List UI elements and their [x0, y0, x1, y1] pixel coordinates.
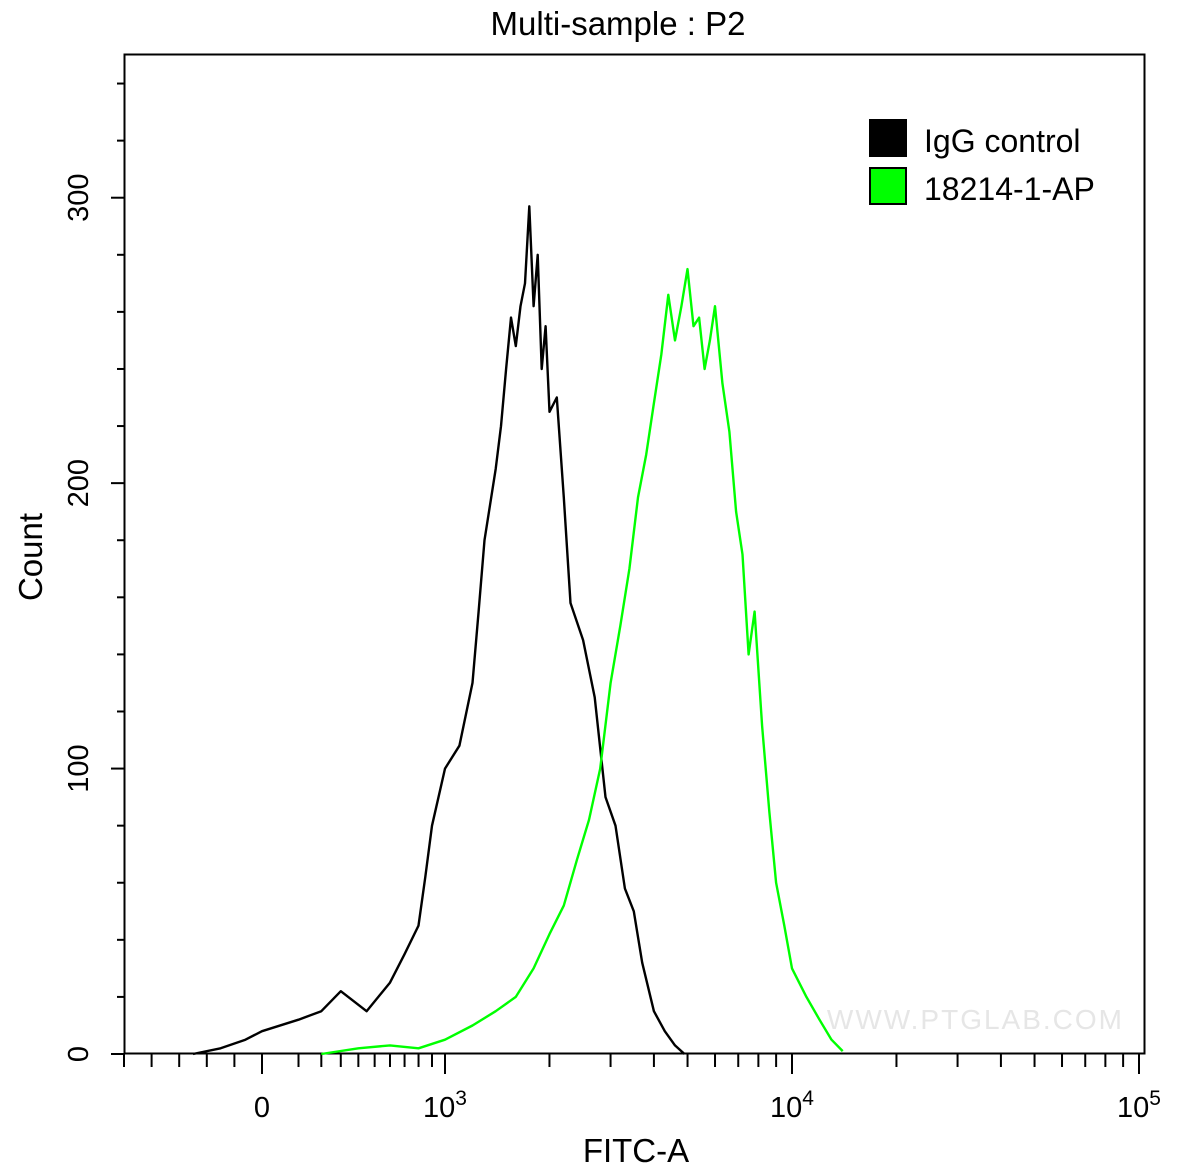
series-line-1 [321, 267, 844, 1056]
legend-label-igg: IgG control [924, 123, 1081, 159]
watermark-text: WWW.PTGLAB.COM [827, 1004, 1124, 1035]
y-axis-label: Count [12, 513, 49, 601]
legend-swatch-igg [869, 119, 907, 157]
x-axis-ticks: 0 103 104 105 [123, 1054, 1161, 1124]
y-tick-label: 100 [63, 744, 95, 792]
x-tick-label: 104 [770, 1087, 814, 1124]
y-tick-label: 200 [63, 459, 95, 507]
x-axis-label: FITC-A [583, 1132, 689, 1169]
series-layer [192, 205, 844, 1056]
x-tick-label: 0 [254, 1092, 270, 1124]
y-tick-label: 300 [63, 174, 95, 222]
legend-swatch-sample [869, 167, 907, 205]
y-tick-label: 0 [63, 1046, 95, 1062]
x-tick-label: 105 [1117, 1087, 1161, 1124]
y-axis-ticks: 0 100 200 300 [63, 82, 125, 1062]
plot-frame [123, 53, 1146, 1055]
legend-label-sample: 18214-1-AP [924, 171, 1095, 207]
x-tick-label: 103 [423, 1087, 467, 1124]
legend: IgG control 18214-1-AP [869, 119, 1095, 207]
series-line-0 [192, 205, 686, 1056]
chart-title: Multi-sample : P2 [491, 5, 746, 42]
